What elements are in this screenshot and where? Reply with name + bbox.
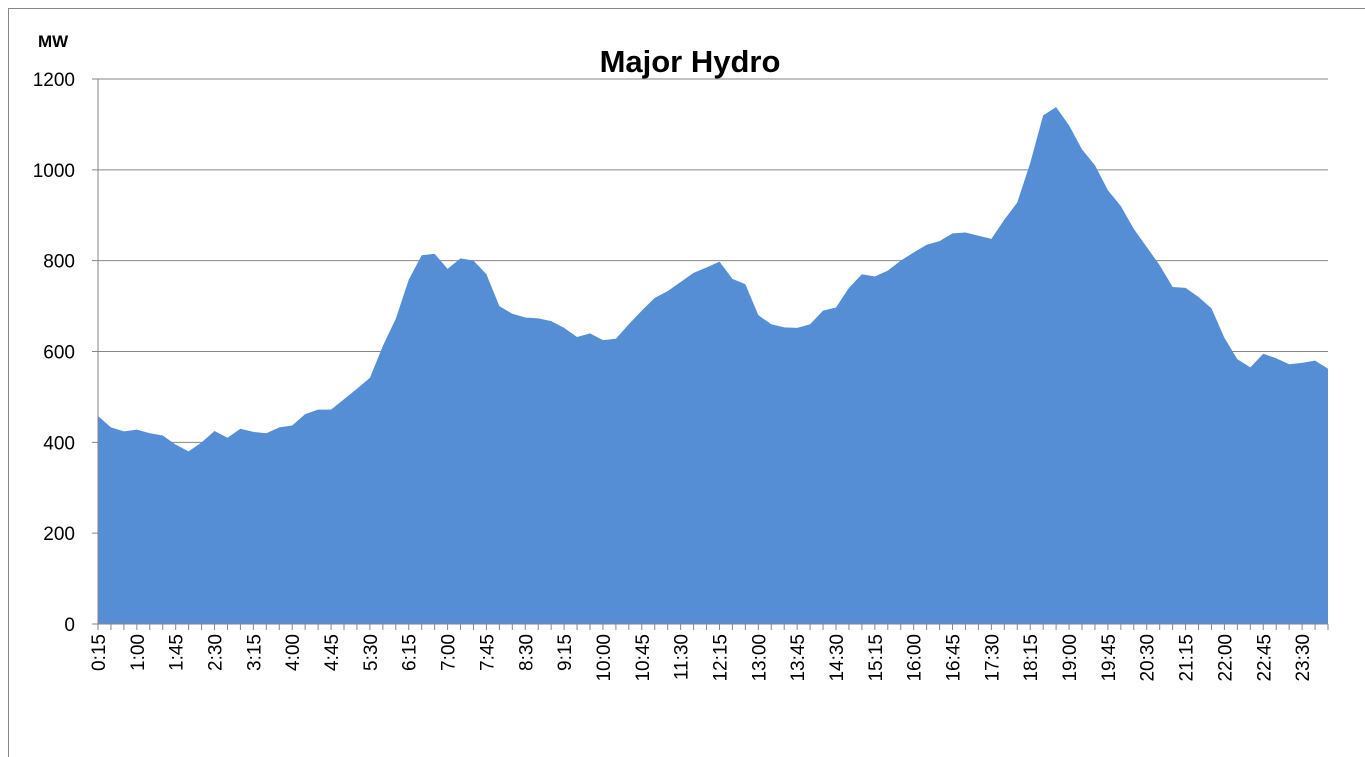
area (98, 107, 1328, 624)
x-tick-label: 7:45 (477, 634, 498, 671)
y-tick-label: 0 (64, 615, 75, 636)
x-tick-label: 12:15 (710, 634, 731, 682)
x-tick-label: 4:00 (283, 634, 304, 671)
x-tick-label: 1:45 (167, 634, 188, 671)
x-tick-label: 20:30 (1138, 634, 1159, 682)
x-tick-label: 13:00 (749, 634, 770, 682)
x-tick-label: 17:30 (982, 634, 1003, 682)
x-tick-label: 6:15 (400, 634, 421, 671)
x-tick-label: 23:30 (1293, 634, 1314, 682)
x-tick-label: 19:00 (1060, 634, 1081, 682)
x-tick-label: 14:30 (827, 634, 848, 682)
x-tick-label: 22:45 (1254, 634, 1275, 682)
x-tick-label: 21:15 (1177, 634, 1198, 682)
x-tick-label: 9:15 (555, 634, 576, 671)
x-tick-label: 1:00 (128, 634, 149, 671)
y-tick-label: 400 (43, 433, 75, 454)
y-tick-label: 1200 (33, 70, 75, 91)
y-axis-label: MW (38, 32, 69, 51)
x-tick-label: 7:00 (439, 634, 460, 671)
x-tick-label: 3:15 (244, 634, 265, 671)
x-tick-label: 10:00 (594, 634, 615, 682)
x-tick-label: 15:15 (866, 634, 887, 682)
x-tick-label: 4:45 (322, 634, 343, 671)
x-tick-label: 19:45 (1099, 634, 1120, 682)
x-tick-label: 5:30 (361, 634, 382, 671)
x-tick-label: 10:45 (633, 634, 654, 682)
x-tick-label: 22:00 (1215, 634, 1236, 682)
y-tick-label: 1000 (33, 161, 75, 182)
x-tick-label: 18:15 (1021, 634, 1042, 682)
chart-title: Major Hydro (600, 44, 781, 79)
y-tick-label: 600 (43, 343, 75, 364)
x-tick-label: 0:15 (89, 634, 110, 671)
x-tick-label: 8:30 (516, 634, 537, 671)
x-tick-label: 11:30 (672, 634, 693, 680)
x-tick-label: 13:45 (788, 634, 809, 682)
y-tick-label: 200 (43, 524, 75, 545)
y-tick-label: 800 (43, 252, 75, 273)
x-tick-label: 2:30 (206, 634, 227, 671)
x-tick-label: 16:00 (905, 634, 926, 682)
x-tick-label: 16:45 (944, 634, 965, 682)
